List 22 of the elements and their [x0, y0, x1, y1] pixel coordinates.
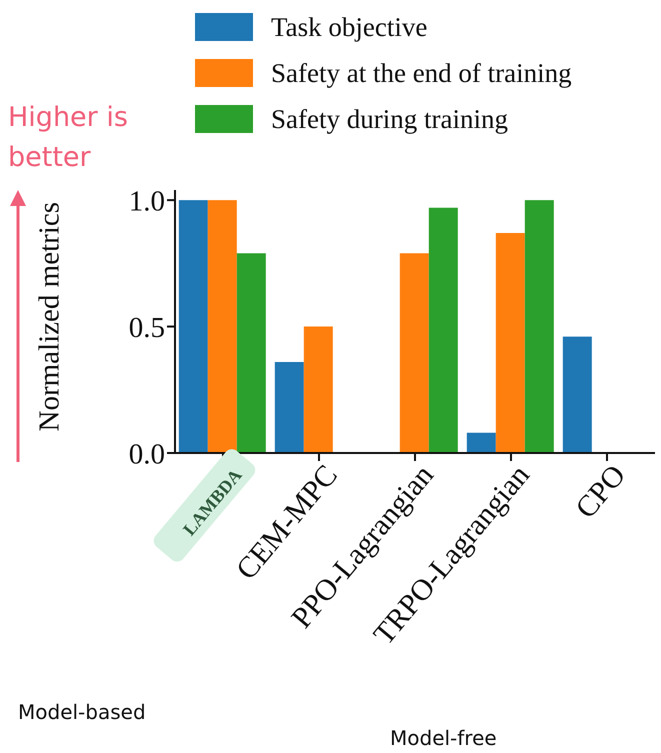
bar: [428, 208, 458, 453]
y-tick-label: 0.0: [128, 438, 165, 470]
bar: [524, 200, 554, 453]
y-axis-title: Normalized metrics: [33, 202, 66, 432]
legend-label: Task objective: [271, 12, 428, 42]
bar: [274, 362, 304, 453]
y-tick-label: 0.5: [128, 312, 165, 344]
bar: [304, 326, 333, 453]
y-tick-label: 1.0: [128, 185, 165, 218]
x-tick-label: CPO: [569, 458, 632, 525]
bar: [208, 200, 237, 453]
text: Higher is better: [8, 101, 129, 175]
text: Model-based: [18, 700, 146, 724]
legend-label: Safety during training: [271, 104, 508, 134]
bar: [400, 253, 429, 453]
bar: [236, 253, 266, 453]
text: Model-free: [390, 726, 497, 750]
bar: [496, 232, 525, 453]
bar: [178, 200, 208, 453]
bar: [562, 336, 592, 453]
legend-label: Safety at the end of training: [271, 58, 572, 88]
bar: [466, 432, 496, 453]
